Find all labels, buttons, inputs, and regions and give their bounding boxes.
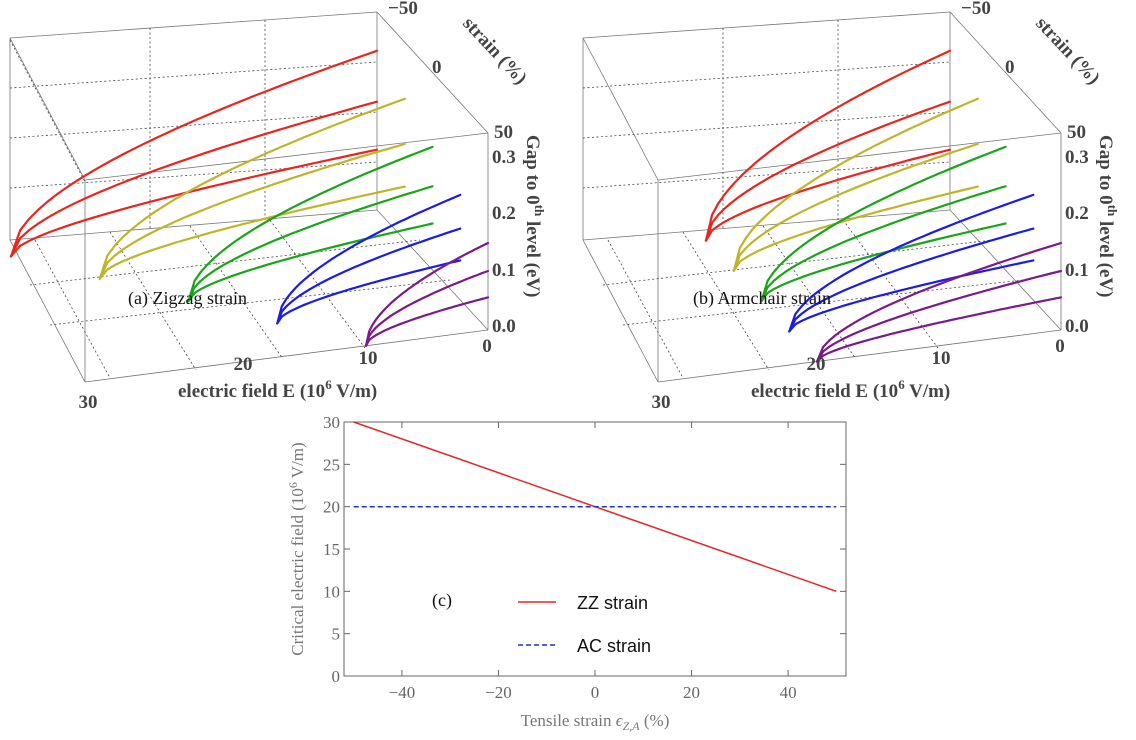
panel-c-y-axis-label: Critical electric field (106 V/m) [286,442,307,655]
a-x-tick-30: 30 [79,392,98,413]
curve-strain--50-level-3 [9,49,379,258]
c-x-tick-label--20: −20 [485,683,512,702]
a-x-tick-0: 0 [482,336,492,357]
panel-b-label: (b) Armchair strain [693,288,831,309]
curve-strain--50-level-2 [9,100,379,258]
b-z-tick-0.0: 0.0 [1065,316,1089,337]
curve-strain--25-level-3 [98,97,406,280]
a-y-tick-0: 0 [432,57,442,78]
legend-ac-label: AC strain [577,636,651,656]
curve-strain-0-level-1 [187,222,434,303]
curve-strain-50-level-3 [364,241,490,347]
panel-c-series [353,421,837,593]
panel-b-box [582,11,1062,383]
curve-strain-0-level-3 [187,145,434,303]
c-x-tick-label--40: −40 [389,683,416,702]
curve-strain-50-level-1 [364,296,490,347]
c-y-tick-label-10: 10 [323,582,340,601]
a-y-tick-50: 50 [494,122,513,143]
b-y-tick-50: 50 [1067,122,1086,143]
curve-strain-0-level-2 [187,185,434,303]
panel-b-y-axis-label: strain (%) [1031,13,1104,89]
c-y-tick-label-20: 20 [323,498,340,517]
a-x-tick-10: 10 [359,348,378,369]
curve-strain-50-level-2 [815,269,1063,363]
panel-c-ticks: −40 −20 0 20 40 0 5 10 15 20 25 30 [323,413,846,702]
panel-a-y-axis-label: strain (%) [458,13,531,89]
curve-strain-25-level-1 [276,259,462,325]
panel-a-curves [9,49,490,347]
panel-a-z-axis-label: Gap to 0th level (eV) [522,135,547,297]
panel-a-y-ticks: −50 0 50 [388,0,513,143]
curve-strain-25-level-2 [276,227,462,325]
panel-a-x-ticks: 30 20 10 0 [79,336,492,413]
c-y-tick-label-15: 15 [323,540,340,559]
a-y-tick-neg50: −50 [388,0,418,19]
curve-strain--25-level-1 [732,185,979,272]
curve-strain--50-level-3 [704,49,952,242]
c-x-tick-label-0: 0 [591,683,600,702]
curve-strain-25-level-3 [276,193,462,325]
curve-strain-25-level-3 [788,193,1035,333]
curve-strain-0-level-3 [760,145,1007,303]
panel-c-critical-field: −40 −20 0 20 40 0 5 10 15 20 25 30 Tensile strain ϵ… [286,413,847,733]
curve-strain-25-level-1 [788,259,1035,333]
panel-a-zigzag-3d: 30 20 10 0 electric field E (106 V/m) −5… [9,0,547,413]
b-z-tick-0.3: 0.3 [1065,147,1089,168]
b-y-tick-neg50: −50 [961,0,991,19]
curve-strain-25-level-2 [788,227,1035,333]
c-y-tick-label-25: 25 [323,455,340,474]
curve-strain--25-level-2 [98,142,406,280]
panel-b-gridlines [582,20,1024,379]
panel-b-y-ticks: −50 0 50 [961,0,1086,143]
c-y-tick-label-5: 5 [332,625,341,644]
curve-strain--50-level-1 [9,148,379,258]
b-y-tick-0: 0 [1005,57,1015,78]
a-x-tick-20: 20 [234,354,253,375]
a-z-tick-0.0: 0.0 [492,316,516,337]
b-x-tick-0: 0 [1055,336,1065,357]
panel-a-gridlines [9,20,451,379]
legend-zz-label: ZZ strain [577,593,648,613]
panel-a-z-ticks: 0.0 0.1 0.2 0.3 [492,147,516,337]
curve-strain--50-level-2 [704,100,952,242]
b-z-tick-0.1: 0.1 [1065,260,1089,281]
b-z-tick-0.2: 0.2 [1065,203,1089,224]
panel-a-x-axis-label: electric field E (106 V/m) [178,377,377,402]
b-x-tick-30: 30 [652,392,671,413]
a-z-tick-0.2: 0.2 [492,203,516,224]
a-z-tick-0.1: 0.1 [492,260,516,281]
panel-c-label: (c) [432,590,452,611]
panel-a-box [9,11,489,383]
panel-c-legend: ZZ strain AC strain [518,593,651,656]
curve-strain-50-level-1 [815,296,1063,363]
curve-strain--50-level-1 [704,148,952,242]
curve-strain-0-level-2 [760,185,1007,303]
panel-c-x-axis-label: Tensile strain ϵZ,A (%) [521,711,670,733]
a-z-tick-0.3: 0.3 [492,147,516,168]
curve-strain-50-level-2 [364,269,490,347]
c-y-tick-label-30: 30 [323,413,340,432]
curve-strain-50-level-3 [815,241,1063,363]
b-x-tick-10: 10 [932,348,951,369]
panel-b-armchair-3d: 30 20 10 0 electric field E (106 V/m) −5… [582,0,1120,413]
panel-b-x-ticks: 30 20 10 0 [652,336,1065,413]
c-x-tick-label-20: 20 [683,683,700,702]
panel-b-curves [704,49,1063,363]
panel-b-x-axis-label: electric field E (106 V/m) [751,377,950,402]
curve-strain--25-level-2 [732,142,979,272]
c-y-tick-label-0: 0 [332,667,341,686]
c-x-tick-label-40: 40 [780,683,797,702]
curve-strain--25-level-3 [732,97,979,272]
curve-strain--25-level-1 [98,185,406,280]
panel-b-z-axis-label: Gap to 0th level (eV) [1095,135,1120,297]
b-x-tick-20: 20 [807,354,826,375]
panel-b-z-ticks: 0.0 0.1 0.2 0.3 [1065,147,1089,337]
panel-a-label: (a) Zigzag strain [128,288,247,309]
